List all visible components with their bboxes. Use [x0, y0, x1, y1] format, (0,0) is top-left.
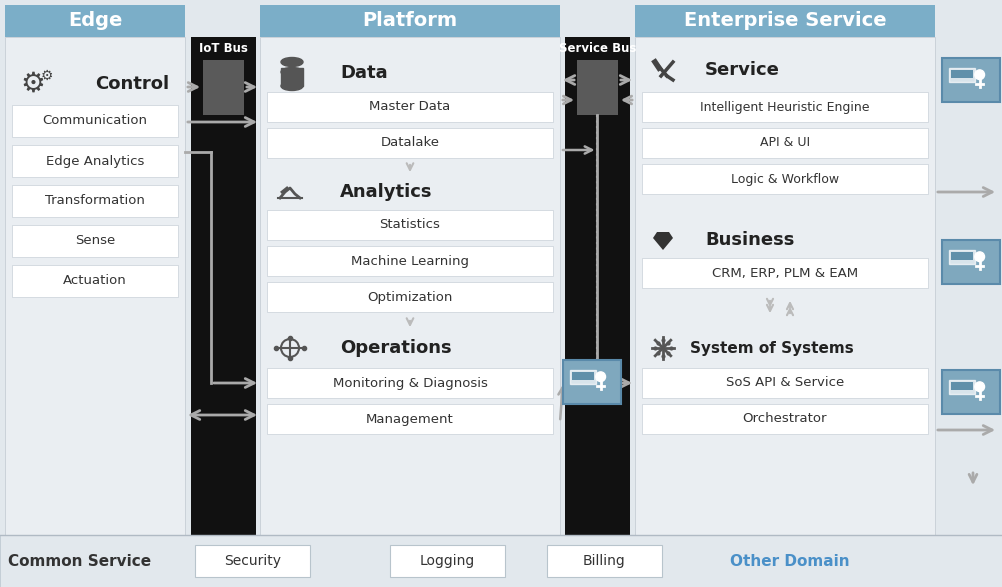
Text: Machine Learning: Machine Learning [351, 255, 469, 268]
Text: Management: Management [366, 413, 454, 426]
Text: Edge: Edge [68, 12, 122, 31]
Text: Service Bus: Service Bus [558, 42, 635, 55]
Bar [281, 68, 303, 86]
Bar [950, 70, 972, 78]
Text: Common Service: Common Service [8, 554, 151, 568]
Text: CRM, ERP, PLM & EAM: CRM, ERP, PLM & EAM [711, 266, 857, 279]
Ellipse shape [281, 68, 303, 76]
Text: Logging: Logging [420, 554, 475, 568]
Text: SoS API & Service: SoS API & Service [725, 376, 844, 390]
Bar [12, 145, 177, 177]
Text: Sense: Sense [75, 234, 115, 248]
Bar [267, 282, 552, 312]
Text: Master Data: Master Data [369, 100, 450, 113]
Bar [260, 5, 559, 37]
Ellipse shape [281, 82, 303, 90]
Bar [12, 185, 177, 217]
Bar [569, 370, 595, 384]
Text: Datalake: Datalake [380, 137, 439, 150]
Text: Intelligent Heuristic Engine: Intelligent Heuristic Engine [699, 100, 869, 113]
Text: Communication: Communication [42, 114, 147, 127]
Text: Business: Business [704, 231, 794, 249]
Ellipse shape [281, 58, 303, 66]
Text: Platform: Platform [362, 12, 457, 31]
Bar [641, 258, 927, 288]
Bar [571, 372, 593, 380]
Circle shape [595, 372, 605, 382]
Text: IoT Bus: IoT Bus [198, 42, 247, 55]
Text: Statistics: Statistics [379, 218, 440, 231]
Bar [267, 246, 552, 276]
Text: Logic & Workflow: Logic & Workflow [730, 173, 839, 185]
Text: Control: Control [95, 75, 169, 93]
Bar [576, 60, 617, 115]
Bar [267, 210, 552, 240]
Bar [12, 265, 177, 297]
Bar [562, 360, 620, 404]
Bar [12, 105, 177, 137]
Text: Enterprise Service: Enterprise Service [683, 12, 886, 31]
Bar [950, 382, 972, 390]
Bar [941, 58, 999, 102]
Bar [641, 368, 927, 398]
Bar [267, 368, 552, 398]
Text: Data: Data [340, 64, 387, 82]
Text: System of Systems: System of Systems [689, 340, 853, 356]
Bar [194, 545, 310, 577]
Bar [564, 37, 629, 535]
Bar [948, 68, 974, 82]
Bar [641, 164, 927, 194]
Text: Security: Security [223, 554, 281, 568]
Text: Transformation: Transformation [45, 194, 145, 207]
Text: API & UI: API & UI [760, 137, 810, 150]
Bar [5, 5, 184, 37]
Text: Operations: Operations [340, 339, 451, 357]
Text: Service: Service [704, 61, 780, 79]
Bar [267, 128, 552, 158]
Bar [941, 370, 999, 414]
Circle shape [974, 382, 984, 392]
Bar [641, 404, 927, 434]
Bar [190, 37, 256, 535]
Bar [5, 37, 184, 535]
Text: Optimization: Optimization [367, 291, 452, 303]
Text: Analytics: Analytics [340, 183, 432, 201]
Text: Billing: Billing [582, 554, 625, 568]
Bar [267, 404, 552, 434]
Bar [634, 37, 934, 535]
Circle shape [974, 252, 984, 262]
Text: ⚙: ⚙ [41, 69, 53, 83]
Bar [941, 240, 999, 284]
Bar [950, 252, 972, 260]
Bar [12, 225, 177, 257]
Polygon shape [652, 232, 672, 250]
Bar [634, 5, 934, 37]
Bar [390, 545, 504, 577]
Bar [641, 92, 927, 122]
Bar [641, 128, 927, 158]
Bar [546, 545, 661, 577]
Bar [260, 37, 559, 535]
Text: Monitoring & Diagnosis: Monitoring & Diagnosis [333, 376, 487, 390]
Circle shape [974, 70, 984, 80]
Bar [948, 250, 974, 264]
Text: Other Domain: Other Domain [729, 554, 849, 568]
Bar [267, 92, 552, 122]
Text: Actuation: Actuation [63, 275, 126, 288]
Text: Orchestrator: Orchestrator [742, 413, 827, 426]
Bar [0, 535, 1002, 587]
Text: ⚙: ⚙ [21, 70, 45, 98]
Bar [948, 380, 974, 394]
Text: Edge Analytics: Edge Analytics [46, 154, 144, 167]
Bar [202, 60, 243, 115]
